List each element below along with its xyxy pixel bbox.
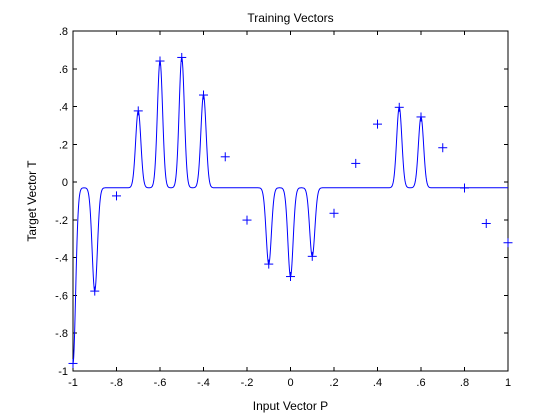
data-point-marker bbox=[133, 106, 143, 116]
data-point-marker bbox=[220, 152, 230, 162]
y-tick-label: 0 bbox=[62, 177, 68, 189]
data-point-marker bbox=[90, 286, 100, 296]
y-axis-label: Target Vector T bbox=[25, 160, 39, 242]
data-point-marker bbox=[286, 272, 295, 282]
y-tick-label: -.2 bbox=[55, 215, 68, 227]
plot-area bbox=[73, 31, 508, 371]
x-tick-label: -.2 bbox=[241, 377, 254, 389]
chart-title: Training Vectors bbox=[247, 11, 333, 25]
data-point-marker bbox=[503, 238, 513, 248]
y-tick-label: -.6 bbox=[55, 290, 68, 302]
data-point-marker bbox=[460, 183, 469, 193]
training-points bbox=[68, 52, 513, 368]
data-point-marker bbox=[416, 112, 426, 122]
data-point-marker bbox=[199, 90, 208, 100]
x-tick-label: -.8 bbox=[110, 377, 123, 389]
y-tick-label: -1 bbox=[58, 366, 68, 378]
data-point-marker bbox=[438, 143, 448, 153]
data-point-marker bbox=[394, 102, 404, 112]
data-point-marker bbox=[155, 56, 165, 66]
y-tick-label: .8 bbox=[59, 26, 68, 38]
x-tick-label: .2 bbox=[329, 377, 338, 389]
x-tick-label: .4 bbox=[373, 377, 382, 389]
data-point-marker bbox=[329, 208, 339, 218]
data-point-marker bbox=[481, 218, 491, 228]
data-point-marker bbox=[112, 191, 121, 201]
x-tick-label: 1 bbox=[505, 377, 511, 389]
y-tick-label: .2 bbox=[59, 139, 68, 151]
x-tick-label: -1 bbox=[68, 377, 78, 389]
y-axis-ticks: -1 -.8 -.6 -.4 -.2 0 .2 .4 .6 .8 bbox=[55, 26, 508, 378]
y-tick-label: -.8 bbox=[55, 328, 68, 340]
data-point-marker bbox=[177, 52, 187, 62]
x-axis-ticks: -1 -.8 -.6 -.4 -.2 0 .2 .4 .6 .8 1 bbox=[68, 31, 511, 389]
x-tick-label: -.6 bbox=[154, 377, 167, 389]
data-point-marker bbox=[264, 259, 274, 269]
x-tick-label: -.4 bbox=[197, 377, 210, 389]
x-tick-label: .6 bbox=[416, 377, 425, 389]
data-point-marker bbox=[351, 158, 361, 168]
data-point-marker bbox=[307, 251, 317, 261]
data-point-marker bbox=[242, 215, 252, 225]
data-point-marker bbox=[373, 119, 382, 129]
data-point-marker bbox=[68, 358, 78, 368]
x-axis-label: Input Vector P bbox=[253, 399, 328, 413]
x-tick-label: 0 bbox=[287, 377, 293, 389]
x-tick-label: .8 bbox=[460, 377, 469, 389]
y-tick-label: .6 bbox=[59, 64, 68, 76]
y-tick-label: -.4 bbox=[55, 253, 68, 265]
y-tick-label: .4 bbox=[59, 102, 68, 114]
